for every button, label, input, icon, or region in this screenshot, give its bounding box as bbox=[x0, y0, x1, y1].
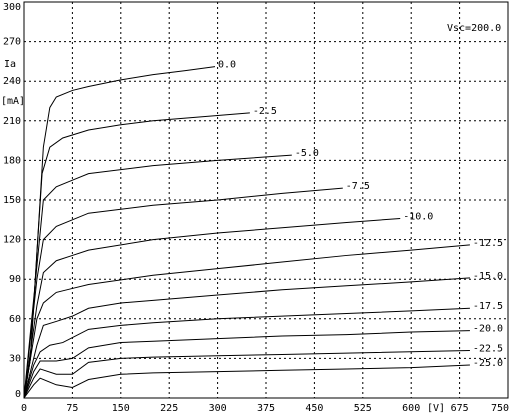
curve bbox=[23, 307, 470, 399]
curve bbox=[23, 187, 343, 399]
legend-label: -2.5 bbox=[253, 106, 277, 117]
curve bbox=[23, 277, 470, 399]
y-tick-label: 300 bbox=[3, 2, 21, 13]
y-tick-label: 270 bbox=[3, 37, 21, 48]
legend-label: -10.0 bbox=[403, 211, 433, 222]
curve bbox=[23, 154, 292, 399]
curve bbox=[23, 330, 470, 399]
y-tick-label: 120 bbox=[3, 235, 21, 246]
x-tick-label: 675 bbox=[451, 403, 469, 414]
x-tick-label: 600 bbox=[402, 403, 420, 414]
y-axis-label: Ia bbox=[4, 59, 16, 70]
curve bbox=[23, 217, 401, 399]
x-axis-unit: [V] bbox=[427, 403, 445, 414]
curve bbox=[23, 66, 216, 399]
legend-label: -15.0 bbox=[473, 271, 503, 282]
curve bbox=[23, 349, 470, 399]
y-tick-label: 90 bbox=[9, 274, 21, 285]
y-tick-label: 60 bbox=[9, 314, 21, 325]
x-tick-label: 150 bbox=[112, 403, 130, 414]
legend-label: -22.5 bbox=[473, 343, 503, 354]
curve bbox=[23, 244, 470, 399]
x-tick-label: 225 bbox=[160, 403, 178, 414]
y-tick-label: 240 bbox=[3, 76, 21, 87]
legend-label: 0.0 bbox=[218, 60, 236, 71]
annotation: Vsc=200.0 bbox=[447, 23, 501, 34]
legend-label: -5.0 bbox=[295, 148, 319, 159]
x-tick-label: 375 bbox=[257, 403, 275, 414]
y-tick-label: 0 bbox=[15, 389, 21, 400]
legend-label: -17.5 bbox=[473, 301, 503, 312]
legend-label: -25.0 bbox=[473, 358, 503, 369]
y-axis-unit: [mA] bbox=[1, 96, 25, 107]
x-tick-label: 450 bbox=[305, 403, 323, 414]
curve bbox=[23, 112, 250, 399]
legend-label: -12.5 bbox=[473, 238, 503, 249]
x-tick-label: 750 bbox=[491, 403, 509, 414]
y-tick-label: 30 bbox=[9, 353, 21, 364]
curve bbox=[23, 364, 470, 399]
y-tick-label: 180 bbox=[3, 155, 21, 166]
legend-label: -7.5 bbox=[346, 181, 370, 192]
legend-label: -20.0 bbox=[473, 324, 503, 335]
x-tick-label: 0 bbox=[21, 403, 27, 414]
y-tick-label: 210 bbox=[3, 116, 21, 127]
y-tick-label: 150 bbox=[3, 195, 21, 206]
x-tick-label: 525 bbox=[354, 403, 372, 414]
x-tick-label: 300 bbox=[209, 403, 227, 414]
x-tick-label: 75 bbox=[66, 403, 78, 414]
